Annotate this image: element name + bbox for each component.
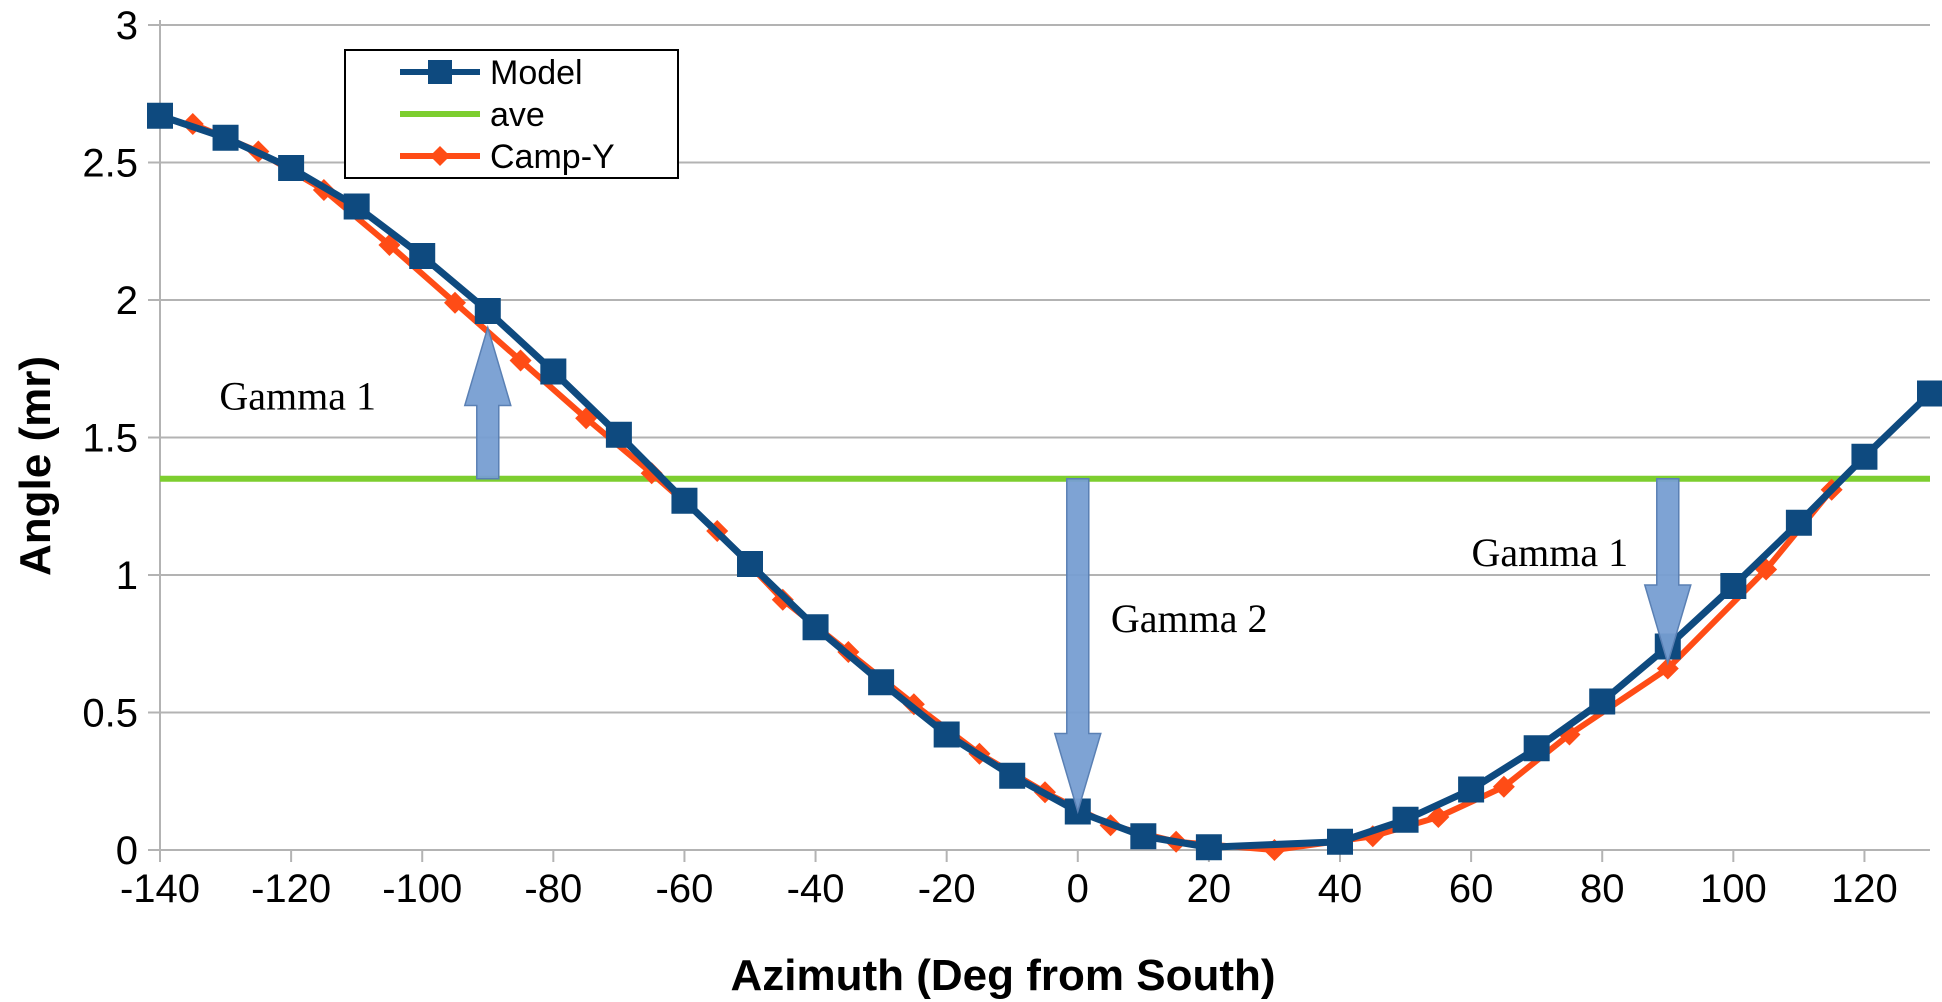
legend-label-model: Model: [490, 54, 583, 92]
y-axis-title: Angle (mr): [11, 356, 60, 576]
x-tick-label: -120: [251, 867, 331, 911]
model-marker: [1130, 823, 1157, 850]
model-marker: [1392, 806, 1419, 833]
legend: Model ave Camp-Y: [344, 49, 679, 179]
arrow-gamma2: [1053, 478, 1102, 815]
model-marker: [802, 614, 829, 641]
model-marker: [1851, 443, 1878, 470]
model-marker: [147, 102, 173, 129]
arrow-gamma1-left: [463, 324, 512, 480]
y-tick-label: 1: [116, 554, 138, 598]
axes-layer: 0 0.5 1 1.5 2 2.5 3 -140 -120 -100 -80 -60 -40 -20 0 20…: [82, 4, 1930, 911]
model-marker: [1785, 509, 1812, 536]
legend-label-camp-y: Camp-Y: [490, 138, 615, 176]
model-marker: [868, 669, 895, 696]
x-tick-label: -100: [382, 867, 462, 911]
model-marker: [1195, 834, 1222, 861]
model-marker: [1523, 735, 1550, 762]
model-marker: [212, 124, 239, 151]
model-marker: [999, 762, 1026, 789]
model-marker: [605, 421, 632, 448]
model-marker: [737, 551, 763, 577]
arrow-gamma1-right: [1643, 478, 1692, 666]
legend-label-ave: ave: [490, 96, 545, 134]
x-axis-title: Azimuth (Deg from South): [730, 951, 1275, 1000]
model-marker: [409, 243, 436, 269]
model-marker: [343, 193, 370, 220]
model-marker: [278, 155, 305, 181]
model-marker: [474, 298, 501, 324]
legend-marker-camp-y: [430, 146, 450, 166]
model-marker: [540, 358, 567, 385]
model-marker: [1327, 828, 1353, 855]
y-tick-label: 0: [116, 829, 138, 873]
y-tick-label: 2.5: [82, 142, 138, 186]
y-tick-label: 3: [116, 4, 138, 48]
model-marker: [1720, 573, 1747, 599]
camp-y-marker: [1492, 775, 1515, 798]
model-marker: [671, 487, 698, 514]
label-gamma2: Gamma 2: [1111, 596, 1268, 641]
model-marker: [1458, 776, 1485, 803]
x-tick-label: 0: [1067, 867, 1089, 911]
x-tick-label: -60: [656, 867, 714, 911]
series-line-camp-y: [191, 121, 1834, 853]
x-tick-label: 120: [1831, 867, 1898, 911]
x-tick-label: -140: [120, 867, 200, 911]
x-tick-label: 20: [1187, 867, 1232, 911]
model-marker: [1917, 380, 1942, 407]
camp-y-marker: [640, 462, 663, 485]
legend-marker-model: [428, 60, 452, 84]
y-tick-label: 2: [116, 279, 138, 323]
camp-y-marker: [509, 349, 532, 372]
x-tick-label: -20: [918, 867, 976, 911]
annotation-layer: Gamma 1 Gamma 2 Gamma 1: [219, 324, 1692, 815]
x-tick-label: 100: [1700, 867, 1767, 911]
x-tick-label: 80: [1580, 867, 1625, 911]
camp-y-marker: [1427, 806, 1450, 828]
label-gamma1-right: Gamma 1: [1471, 530, 1628, 575]
model-marker: [933, 721, 960, 748]
model-marker: [1589, 688, 1616, 715]
x-tick-label: -80: [524, 867, 582, 911]
camp-y-marker: [1656, 657, 1679, 680]
camp-y-marker: [444, 291, 466, 314]
series-layer: [147, 102, 1942, 861]
y-tick-label: 0.5: [82, 692, 138, 736]
x-tick-label: 60: [1449, 867, 1494, 911]
y-tick-label: 1.5: [82, 417, 138, 461]
x-tick-label: -40: [787, 867, 845, 911]
x-tick-label: 40: [1318, 867, 1363, 911]
label-gamma1-left: Gamma 1: [219, 373, 376, 418]
